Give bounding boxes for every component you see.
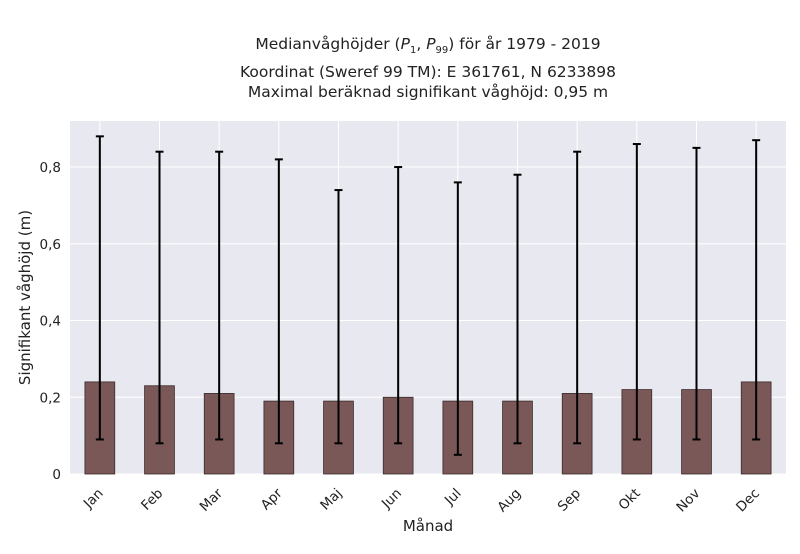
x-tick-label: Feb bbox=[138, 486, 166, 514]
x-tick-label: Apr bbox=[258, 485, 286, 513]
x-tick-label: Nov bbox=[673, 486, 703, 516]
x-tick-label: Mar bbox=[197, 485, 227, 515]
x-axis-label: Månad bbox=[403, 517, 453, 535]
y-tick-label: 0,6 bbox=[40, 237, 61, 253]
chart-title-line-3: Maximal beräknad signifikant våghöjd: 0,… bbox=[247, 83, 609, 102]
x-tick-label: Dec bbox=[733, 486, 763, 516]
x-tick-label: Okt bbox=[616, 486, 644, 514]
plot-area bbox=[70, 121, 786, 474]
x-tick-label: Sep bbox=[555, 486, 584, 515]
x-tick-label: Jun bbox=[378, 486, 405, 513]
chart-title-line-1: Medianvåghöjder (P1, P99) för år 1979 - … bbox=[255, 35, 601, 57]
x-tick-label: Maj bbox=[317, 486, 345, 514]
y-axis-label: Signifikant våghöjd (m) bbox=[16, 210, 34, 385]
y-tick-label: 0,2 bbox=[40, 390, 61, 406]
chart-title-line-2: Koordinat (Sweref 99 TM): E 361761, N 62… bbox=[240, 62, 616, 81]
y-tick-label: 0,4 bbox=[40, 314, 61, 330]
y-tick-label: 0,8 bbox=[40, 160, 61, 176]
x-tick-label: Jan bbox=[80, 486, 107, 513]
y-tick-label: 0 bbox=[52, 467, 61, 483]
chart-title: Medianvåghöjder (P1, P99) för år 1979 - … bbox=[0, 34, 800, 103]
x-tick-label: Jul bbox=[441, 486, 465, 510]
x-tick-label: Aug bbox=[494, 486, 524, 516]
